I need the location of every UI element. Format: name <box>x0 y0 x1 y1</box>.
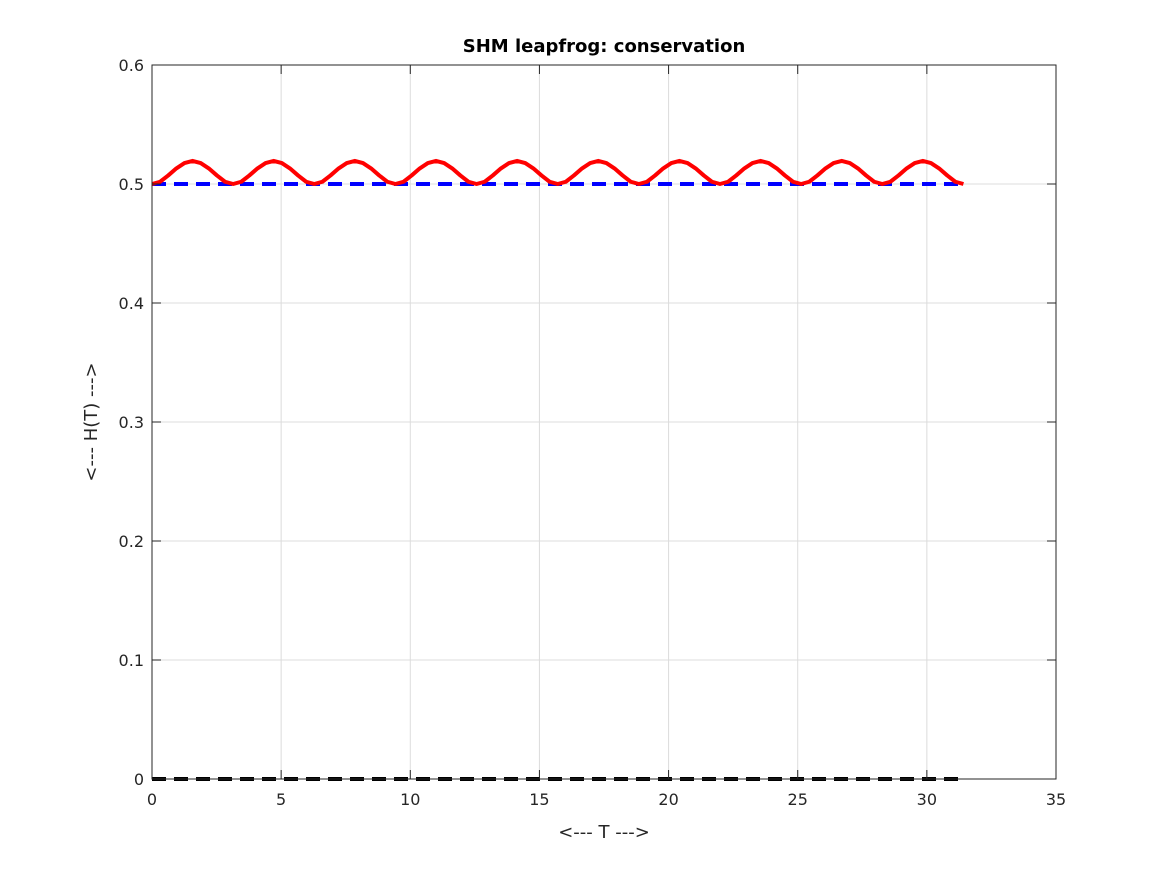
x-tick-label: 10 <box>400 790 420 809</box>
x-tick-label: 30 <box>917 790 937 809</box>
y-axis-label: <--- H(T) ---> <box>81 362 102 481</box>
y-tick-label: 0.4 <box>119 294 144 313</box>
y-tick-labels: 0 0.1 0.2 0.3 0.4 0.5 0.6 <box>119 56 144 789</box>
y-tick-label: 0 <box>134 770 144 789</box>
x-axis-label: <--- T ---> <box>558 822 650 843</box>
y-tick-label: 0.2 <box>119 532 144 551</box>
series-line-0 <box>151 158 964 186</box>
x-tick-label: 20 <box>658 790 678 809</box>
y-tick-label: 0.6 <box>119 56 144 75</box>
x-tick-label: 25 <box>788 790 808 809</box>
x-tick-label: 15 <box>529 790 549 809</box>
y-tick-label: 0.3 <box>119 413 144 432</box>
x-tick-label: 0 <box>147 790 157 809</box>
chart-title: SHM leapfrog: conservation <box>463 36 746 57</box>
axes <box>151 64 1057 780</box>
y-tick-label: 0.5 <box>119 175 144 194</box>
x-tick-label: 5 <box>276 790 286 809</box>
x-tick-labels: 0 5 10 15 20 25 30 35 <box>147 790 1066 809</box>
x-tick-label: 35 <box>1046 790 1066 809</box>
plot-area <box>151 64 1057 781</box>
y-tick-label: 0.1 <box>119 651 144 670</box>
